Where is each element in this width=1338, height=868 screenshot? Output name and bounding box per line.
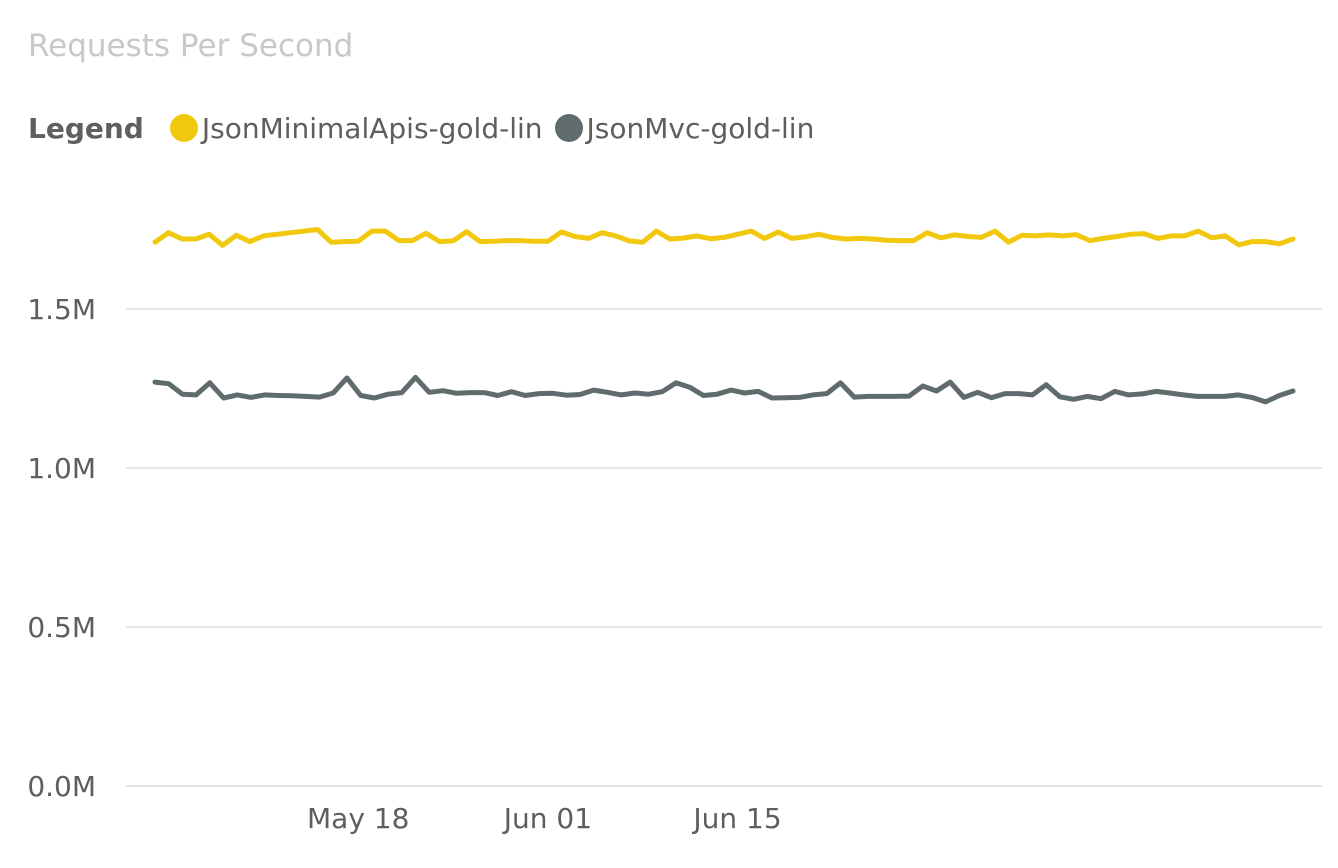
legend-item-json-minimal-apis[interactable]: JsonMinimalApis-gold-lin [169,111,543,145]
legend-marker-icon [169,114,198,142]
legend-marker-icon [554,114,583,142]
legend-label: Legend [28,111,144,145]
chart-title: Requests Per Second [28,28,354,64]
legend-item-label: JsonMinimalApis-gold-lin [201,111,543,145]
y-tick-label: 0.5M [27,611,96,644]
y-tick-label: 1.0M [27,452,96,485]
x-tick-label: May 18 [307,802,409,835]
x-tick-label: Jun 15 [691,802,781,835]
y-tick-label: 1.5M [27,293,96,326]
legend-item-json-mvc[interactable]: JsonMvc-gold-lin [554,111,815,145]
legend: Legend JsonMinimalApis-gold-lin JsonMvc-… [28,108,826,148]
series-line-json-mvc[interactable] [152,374,1296,405]
legend-item-label: JsonMvc-gold-lin [586,111,815,145]
x-tick-label: Jun 01 [502,802,592,835]
series-line-json-minimal-apis[interactable] [152,227,1296,248]
y-tick-label: 0.0M [27,770,96,803]
